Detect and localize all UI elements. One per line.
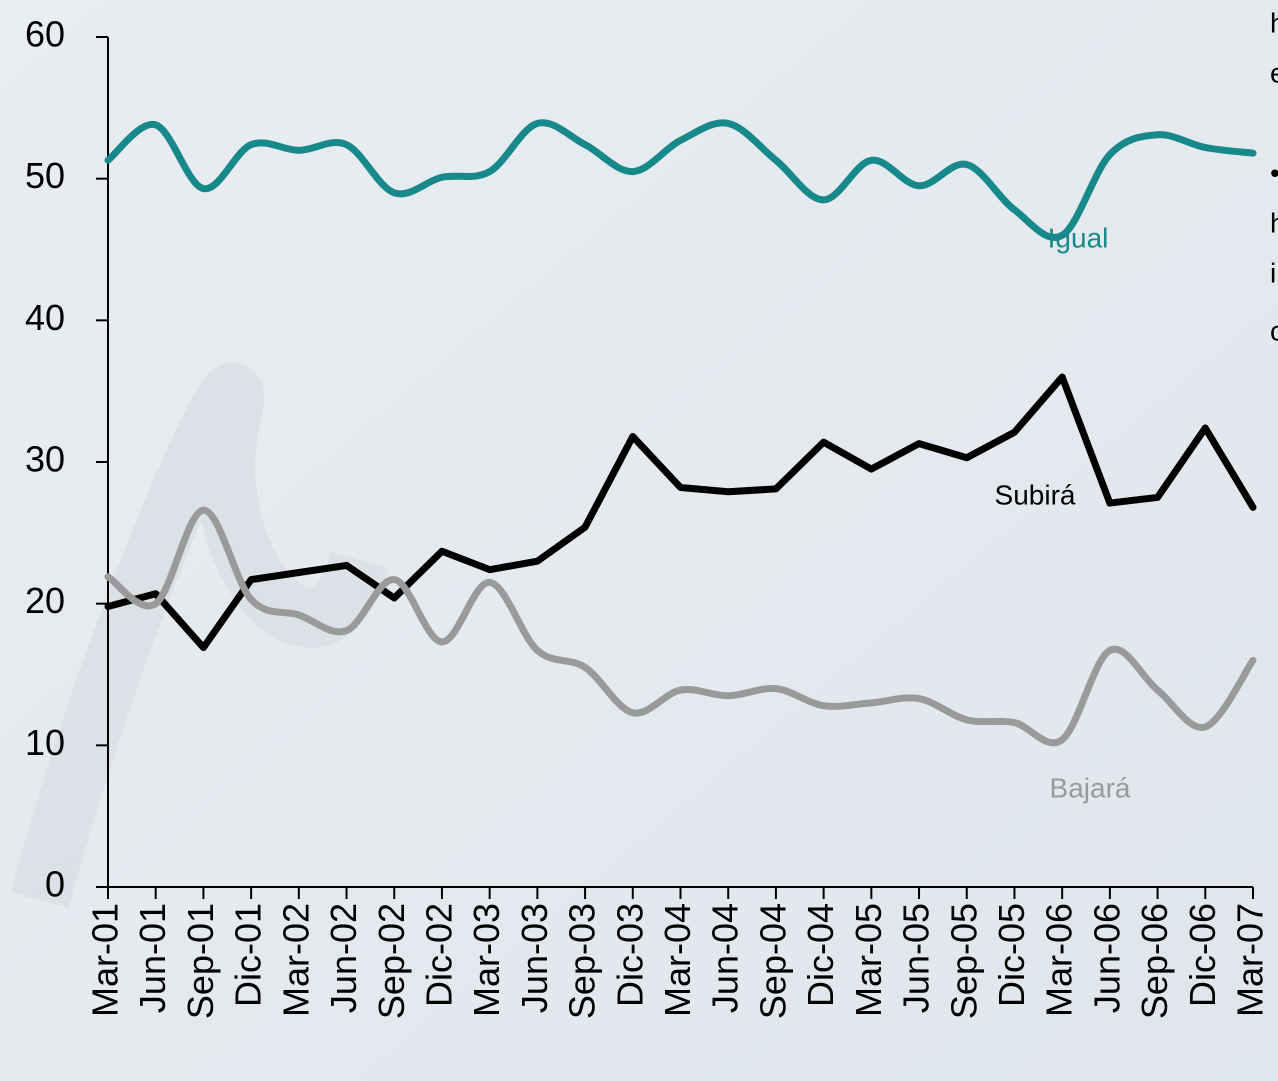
x-tick-label: Jun-06 [1086,903,1127,1013]
side-text: • [1270,157,1278,188]
x-tick-label: Mar-01 [85,903,126,1017]
y-tick-label: 40 [25,297,65,338]
side-text: h [1270,7,1278,38]
series-label: Bajará [1050,772,1131,803]
y-tick-label: 50 [25,155,65,196]
side-text: i [1270,257,1276,288]
y-tick-label: 10 [25,722,65,763]
side-text: h [1270,207,1278,238]
side-text: c [1270,315,1278,346]
x-tick-label: Sep-06 [1134,903,1175,1019]
x-tick-label: Mar-02 [275,903,316,1017]
x-tick-label: Jun-02 [323,903,364,1013]
x-tick-label: Mar-07 [1230,903,1271,1017]
x-tick-label: Dic-02 [418,903,459,1007]
x-tick-label: Dic-06 [1182,903,1223,1007]
x-tick-label: Sep-03 [562,903,603,1019]
y-tick-label: 20 [25,580,65,621]
y-tick-label: 30 [25,439,65,480]
x-tick-label: Mar-05 [848,903,889,1017]
x-tick-label: Dic-01 [228,903,269,1007]
series-label: Subirá [995,479,1076,510]
x-tick-label: Dic-03 [609,903,650,1007]
x-tick-label: Dic-04 [800,903,841,1007]
x-tick-label: Jun-01 [132,903,173,1013]
line [104,373,1257,652]
line [104,506,1257,747]
x-tick-label: Sep-04 [752,903,793,1019]
x-tick-label: Mar-03 [466,903,507,1017]
x-tick-label: Mar-04 [657,903,698,1017]
x-tick-label: Sep-02 [371,903,412,1019]
x-tick-label: Mar-06 [1039,903,1080,1017]
x-tick-label: Jun-03 [514,903,555,1013]
line [104,119,1257,241]
x-tick-label: Sep-01 [180,903,221,1019]
x-tick-label: Dic-05 [991,903,1032,1007]
y-tick-label: 0 [45,864,65,905]
x-tick-label: Jun-04 [705,903,746,1013]
series-label: Igual [1048,222,1109,253]
y-tick-label: 60 [25,14,65,55]
x-tick-label: Jun-05 [896,903,937,1013]
side-text: e [1270,57,1278,88]
x-tick-label: Sep-05 [943,903,984,1019]
